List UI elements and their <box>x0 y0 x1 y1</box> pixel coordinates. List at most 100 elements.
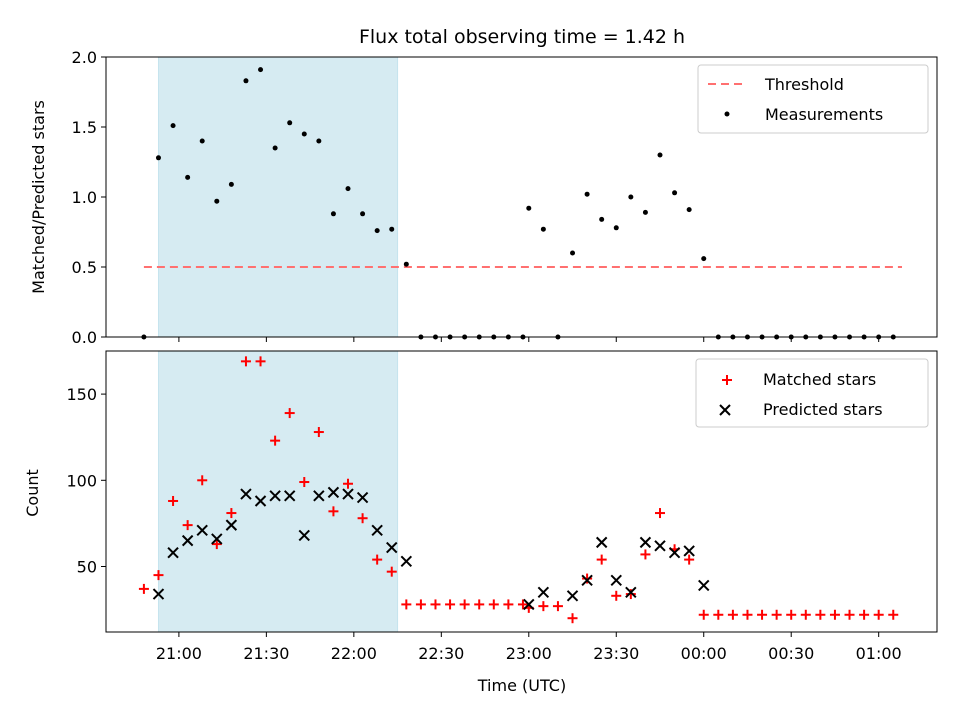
measurement-point <box>374 228 380 234</box>
top-x-ticks <box>178 337 880 342</box>
predicted-star-point <box>181 534 194 547</box>
legend-matched-label: Matched stars <box>763 370 876 389</box>
measurement-point <box>701 256 707 262</box>
matched-star-point <box>357 513 368 524</box>
count-points <box>138 356 899 624</box>
bottom-axes-frame <box>105 350 938 633</box>
measurement-point <box>403 261 409 267</box>
matched-star-point <box>415 599 426 610</box>
legend-matched-swatch <box>722 375 732 385</box>
matched-star-point <box>625 589 636 600</box>
measurement-point <box>155 155 161 161</box>
matched-star-point <box>240 356 251 367</box>
predicted-star-point <box>400 555 413 568</box>
matched-star-point <box>211 539 222 550</box>
matched-star-point <box>182 520 193 531</box>
matched-star-point <box>786 609 797 620</box>
matched-star-point <box>197 475 208 486</box>
measurement-point <box>628 194 634 200</box>
measurement-point <box>360 211 366 217</box>
matched-star-point <box>596 554 607 565</box>
matched-star-point <box>270 435 281 446</box>
matched-star-point <box>538 601 549 612</box>
top-panel: 0.0 0.5 1.0 1.5 2.0 Flux total observing tim… <box>29 26 938 347</box>
top-legend: Threshold Measurements <box>697 64 929 134</box>
matched-star-point <box>474 599 485 610</box>
predicted-star-point <box>386 541 398 554</box>
predicted-star-point <box>196 524 208 536</box>
measurement-point <box>526 205 532 211</box>
predicted-star-point <box>371 524 383 536</box>
legend-predicted-swatch <box>719 404 731 416</box>
matched-star-point <box>430 599 441 610</box>
y-tick-label: 1.5 <box>72 118 97 137</box>
measurement-point <box>199 138 205 144</box>
predicted-star-point <box>254 495 267 507</box>
measurement-point <box>599 216 605 222</box>
chart-title: Flux total observing time = 1.42 h <box>359 26 685 48</box>
matched-star-point <box>552 601 563 612</box>
legend-measurements-swatch <box>724 111 730 117</box>
predicted-star-point <box>298 529 310 542</box>
predicted-star-point <box>668 546 681 559</box>
matched-star-point <box>372 554 383 565</box>
predicted-star-point <box>654 540 666 552</box>
matched-star-point <box>445 599 456 610</box>
predicted-star-point <box>283 490 296 502</box>
measurement-point <box>657 152 663 158</box>
measurement-point <box>214 198 220 204</box>
matched-star-point <box>567 613 578 624</box>
bottom-x-ticks: 21:00 21:30 22:00 22:30 23:00 23:30 00:00 00:30… <box>156 632 902 663</box>
measurement-point <box>258 67 264 73</box>
predicted-star-point <box>225 519 238 531</box>
measurement-point <box>686 207 692 213</box>
measurement-point <box>672 190 678 196</box>
y-tick-label: 2.0 <box>72 48 97 67</box>
measurement-point <box>570 250 576 256</box>
x-tick-label: 22:00 <box>331 644 377 663</box>
matched-star-point <box>655 508 665 519</box>
legend-predicted-label: Predicted stars <box>763 400 883 419</box>
matched-star-point <box>859 609 870 620</box>
matched-star-point <box>873 609 884 620</box>
y-tick-label: 0.0 <box>72 328 97 347</box>
x-tick-label: 00:30 <box>768 644 814 663</box>
matched-star-point <box>138 583 149 594</box>
matched-star-point <box>168 495 179 506</box>
predicted-star-point <box>537 586 550 599</box>
bottom-y-ticks: 50 100 150 <box>66 385 106 576</box>
top-y-axis-label: Matched/Predicted stars <box>29 100 48 294</box>
predicted-star-point <box>167 546 179 559</box>
predicted-star-point <box>313 490 325 502</box>
measurement-point <box>243 78 249 84</box>
matched-star-point <box>503 599 514 610</box>
measurement-point <box>642 209 648 215</box>
x-tick-label: 23:00 <box>506 644 552 663</box>
bottom-legend-box <box>695 358 929 428</box>
bottom-y-axis-label: Count <box>23 469 42 517</box>
matched-star-point <box>611 590 622 601</box>
measurement-point <box>185 174 191 180</box>
observing-interval-shade <box>157 56 399 338</box>
x-tick-label: 22:30 <box>418 644 464 663</box>
predicted-star-point <box>327 486 340 499</box>
y-tick-label: 0.5 <box>72 258 97 277</box>
predicted-star-point <box>625 586 637 599</box>
predicted-star-point <box>683 545 695 557</box>
bottom-legend: Matched stars Predicted stars <box>695 358 929 428</box>
top-legend-box <box>697 64 929 134</box>
matched-star-point <box>284 408 295 419</box>
matched-star-point <box>844 609 855 620</box>
matched-star-point <box>255 356 266 367</box>
matched-star-point <box>313 427 324 438</box>
matched-star-point <box>757 609 768 620</box>
y-tick-label: 1.0 <box>72 188 97 207</box>
matched-star-point <box>517 599 528 610</box>
matched-star-point <box>153 570 164 581</box>
predicted-star-point <box>152 588 165 600</box>
matched-star-point <box>386 566 397 577</box>
matched-star-point <box>888 609 899 620</box>
matched-star-point <box>299 477 310 488</box>
predicted-star-point <box>639 536 652 549</box>
